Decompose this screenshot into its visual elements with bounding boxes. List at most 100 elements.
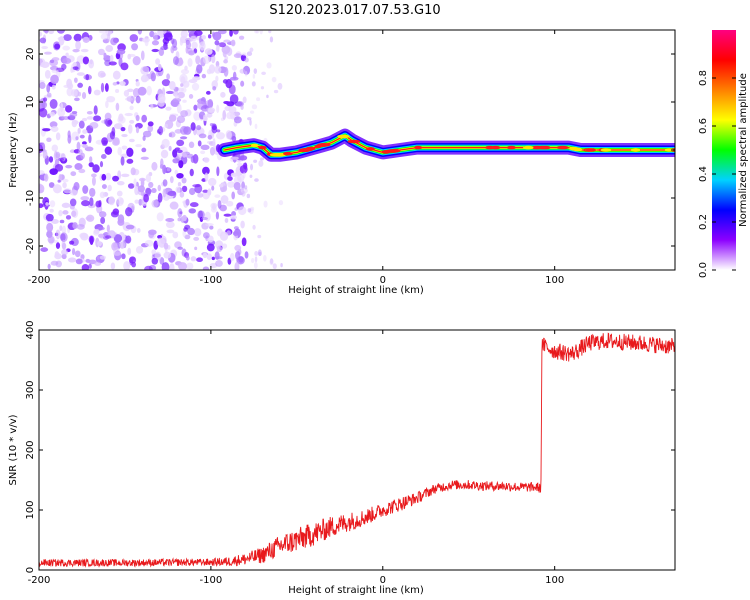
noise-cell bbox=[72, 49, 79, 53]
noise-cell bbox=[117, 116, 126, 124]
noise-cell bbox=[125, 224, 135, 230]
noise-cell bbox=[130, 167, 136, 176]
noise-cell bbox=[156, 212, 164, 222]
noise-cell bbox=[101, 184, 107, 189]
noise-cell bbox=[94, 261, 102, 266]
noise-cell bbox=[226, 47, 233, 56]
noise-cell bbox=[72, 66, 79, 71]
noise-cell bbox=[51, 69, 59, 74]
noise-cell bbox=[228, 105, 237, 114]
noise-cell bbox=[62, 57, 72, 65]
noise-cell bbox=[222, 50, 227, 58]
colorbar-tick-label: 0.6 bbox=[698, 118, 709, 134]
ridge-hotspot bbox=[632, 148, 641, 152]
noise-cell bbox=[181, 185, 188, 193]
noise-cell bbox=[172, 97, 182, 103]
noise-cell bbox=[97, 240, 103, 247]
noise-cell bbox=[82, 129, 88, 134]
noise-cell bbox=[216, 132, 226, 140]
noise-cell bbox=[251, 104, 258, 110]
noise-cell bbox=[261, 71, 266, 76]
snr-x-axis-title: Height of straight line (km) bbox=[288, 585, 424, 596]
colorbar-tick-label: 0.2 bbox=[698, 214, 709, 230]
noise-cell bbox=[48, 182, 55, 188]
x-tick-label: -200 bbox=[28, 575, 51, 586]
noise-cell bbox=[41, 46, 49, 50]
noise-cell bbox=[151, 199, 159, 208]
noise-cell bbox=[86, 116, 94, 120]
noise-cell bbox=[80, 254, 85, 260]
noise-cell bbox=[62, 182, 67, 189]
noise-cell bbox=[82, 36, 90, 43]
noise-cell bbox=[269, 36, 274, 43]
snr-panel: -200 -100 0 100 0 100 200 300 400 Height of str… bbox=[8, 320, 676, 596]
noise-cell bbox=[70, 67, 74, 73]
noise-cell bbox=[236, 162, 243, 167]
noise-cell bbox=[233, 181, 241, 191]
snr-x-axis: -200 -100 0 100 bbox=[28, 330, 564, 586]
noise-cell bbox=[112, 82, 118, 86]
noise-cell bbox=[65, 105, 73, 113]
noise-cell bbox=[257, 234, 262, 239]
noise-cell bbox=[51, 144, 59, 152]
noise-cell bbox=[135, 114, 140, 122]
noise-cell bbox=[165, 221, 175, 229]
noise-cell bbox=[86, 214, 95, 222]
noise-cell bbox=[230, 39, 236, 47]
noise-cell bbox=[151, 249, 157, 255]
noise-cell bbox=[39, 107, 48, 118]
noise-cell bbox=[139, 177, 146, 182]
noise-cell bbox=[97, 226, 105, 231]
noise-cell bbox=[198, 133, 207, 139]
noise-cell bbox=[162, 179, 168, 187]
noise-cell bbox=[230, 172, 238, 177]
noise-cell bbox=[110, 262, 116, 270]
noise-cell bbox=[82, 56, 90, 65]
noise-cell bbox=[202, 55, 211, 64]
noise-cell bbox=[58, 157, 65, 162]
noise-cell bbox=[147, 121, 154, 127]
noise-cell bbox=[170, 45, 175, 54]
noise-cell bbox=[89, 156, 93, 163]
noise-cell bbox=[142, 130, 152, 138]
noise-cell bbox=[105, 44, 114, 53]
noise-cell bbox=[77, 127, 81, 134]
noise-cell bbox=[69, 112, 78, 117]
noise-cell bbox=[203, 157, 210, 163]
noise-cell bbox=[77, 149, 83, 155]
noise-cell bbox=[166, 229, 175, 234]
ridge-hotspot bbox=[573, 147, 583, 152]
noise-cell bbox=[157, 192, 163, 203]
y-tick-label: 10 bbox=[25, 96, 36, 109]
noise-cell bbox=[156, 237, 166, 247]
noise-cell bbox=[201, 73, 207, 79]
noise-cell bbox=[51, 84, 56, 90]
noise-cell bbox=[161, 138, 170, 148]
noise-cell bbox=[169, 131, 176, 138]
noise-cell bbox=[121, 145, 128, 150]
noise-cell bbox=[55, 151, 61, 159]
noise-cell bbox=[47, 235, 55, 244]
noise-cell bbox=[65, 164, 73, 169]
noise-cell bbox=[77, 91, 82, 97]
noise-cell bbox=[81, 200, 90, 207]
noise-cell bbox=[188, 187, 196, 196]
noise-cell bbox=[246, 51, 253, 57]
noise-cell bbox=[137, 86, 147, 96]
noise-cell bbox=[181, 151, 187, 158]
noise-cell bbox=[204, 172, 209, 182]
noise-cell bbox=[80, 48, 89, 53]
noise-cell bbox=[49, 208, 54, 213]
noise-cell bbox=[268, 30, 272, 34]
noise-cell bbox=[150, 103, 154, 109]
noise-cell bbox=[127, 88, 134, 93]
noise-cell bbox=[254, 256, 258, 263]
x-tick-label: 0 bbox=[380, 575, 386, 586]
y-tick-label: 0 bbox=[25, 147, 36, 153]
noise-cell bbox=[204, 48, 213, 55]
noise-cell bbox=[172, 158, 180, 164]
noise-cell bbox=[75, 258, 83, 265]
noise-cell bbox=[214, 40, 220, 46]
noise-cell bbox=[61, 249, 69, 256]
noise-cell bbox=[129, 256, 137, 264]
